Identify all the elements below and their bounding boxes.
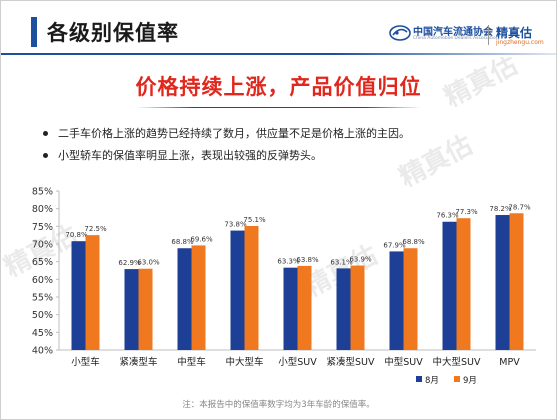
logo-divider <box>488 25 489 45</box>
bar <box>297 265 312 350</box>
data-label: 68.8% <box>402 238 425 246</box>
data-label: 77.3% <box>455 208 478 216</box>
y-tick-label: 45% <box>32 328 53 339</box>
bar <box>509 213 524 350</box>
header: 各级别保值率 中国汽车流通协会 China Automobile Dealers… <box>1 1 556 57</box>
data-label: 63.1% <box>330 258 353 266</box>
title-accent-bar <box>31 17 37 47</box>
bar <box>403 248 418 350</box>
y-tick-label: 60% <box>32 275 53 286</box>
legend-label: 8月 <box>425 376 439 386</box>
category-label: MPV <box>499 357 520 368</box>
bullet-item: 小型轿车的保值率明显上涨，表现出较强的反弹势头。 <box>43 147 322 163</box>
data-label: 69.6% <box>190 235 213 243</box>
bar <box>230 230 245 350</box>
bullet-dot-icon <box>43 130 48 136</box>
brand-url: jingzhengu.com <box>496 39 544 46</box>
category-label: 小型SUV <box>278 357 317 368</box>
y-tick-label: 55% <box>32 293 53 304</box>
bar <box>191 245 206 350</box>
header-rule <box>1 53 556 55</box>
caada-logo-icon <box>389 25 411 41</box>
bar <box>177 248 192 350</box>
data-label: 78.7% <box>508 203 531 211</box>
category-label: 中大型车 <box>225 356 263 368</box>
y-tick-label: 65% <box>32 257 53 268</box>
footnote: 注：本报告中的保值率数字均为3年车龄的保值率。 <box>182 400 375 410</box>
data-label: 63.0% <box>137 259 160 267</box>
category-label: 紧凑型车 <box>119 356 157 368</box>
data-label: 76.3% <box>436 212 459 220</box>
category-label: 中大型SUV <box>433 356 481 368</box>
data-label: 68.8% <box>171 238 194 246</box>
legend-swatch <box>454 376 460 382</box>
category-label: 中型SUV <box>384 356 423 368</box>
bar <box>389 251 404 350</box>
data-label: 73.8% <box>224 221 247 229</box>
bar <box>244 225 259 350</box>
bar <box>124 269 139 350</box>
y-tick-label: 40% <box>32 346 53 357</box>
data-label: 70.8% <box>65 231 88 239</box>
category-label: 小型车 <box>71 356 100 368</box>
y-tick-label: 50% <box>32 310 53 321</box>
page-title: 各级别保值率 <box>47 21 179 45</box>
y-tick-label: 80% <box>32 204 53 215</box>
data-label: 63.8% <box>296 256 319 264</box>
bar <box>71 241 86 350</box>
y-tick-label: 75% <box>32 222 53 233</box>
category-label: 紧凑型SUV <box>327 356 375 368</box>
bar <box>85 235 100 350</box>
data-label: 72.5% <box>84 225 107 233</box>
y-tick-label: 70% <box>32 240 53 251</box>
bar <box>350 265 365 350</box>
bullet-dot-icon <box>43 152 48 158</box>
bar <box>456 218 471 350</box>
headline: 价格持续上涨，产品价值归位 <box>135 75 422 99</box>
org-name: 中国汽车流通协会 <box>413 27 493 38</box>
data-label: 75.1% <box>243 216 266 224</box>
bar <box>283 267 298 350</box>
headline-underline <box>136 107 421 108</box>
bar <box>336 268 351 350</box>
y-tick-label: 85% <box>32 187 53 198</box>
category-label: 中型车 <box>177 356 206 368</box>
brand-logo: 精真估 <box>496 26 533 40</box>
data-label: 67.9% <box>383 241 406 249</box>
bullet-text: 小型轿车的保值率明显上涨，表现出较强的反弹势头。 <box>58 149 322 162</box>
bar <box>495 215 510 350</box>
data-label: 63.3% <box>277 258 300 266</box>
bullet-item: 二手车价格上涨的趋势已经持续了数月，供应量不足是价格上涨的主因。 <box>43 125 410 141</box>
bar <box>442 221 457 350</box>
legend-swatch <box>416 376 422 382</box>
data-label: 78.2% <box>489 205 512 213</box>
bar <box>138 268 153 350</box>
bullet-text: 二手车价格上涨的趋势已经持续了数月，供应量不足是价格上涨的主因。 <box>58 127 410 140</box>
data-label: 62.9% <box>118 259 141 267</box>
data-label: 63.9% <box>349 256 372 264</box>
org-name-en: China Automobile Dealers Association <box>413 36 499 41</box>
legend-label: 9月 <box>463 376 477 386</box>
